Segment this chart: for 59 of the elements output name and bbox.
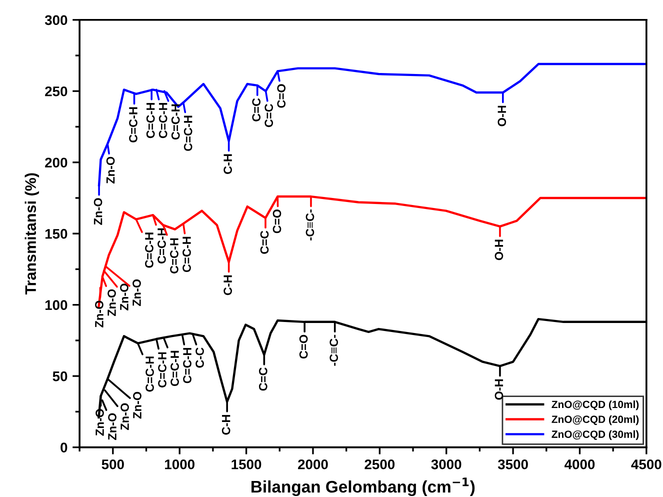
- annotation: Zn-O: [95, 300, 104, 328]
- x-tick-label: 1000: [165, 459, 194, 470]
- annotation: C-H: [224, 154, 232, 174]
- annotation: C=C: [260, 230, 269, 254]
- annotation: C=C-H: [158, 352, 166, 388]
- x-tick-label: 1500: [232, 459, 262, 470]
- annotation: -C≡C-: [330, 334, 338, 366]
- annotation: Zn-O: [108, 413, 116, 440]
- annotation: O-H: [494, 240, 504, 260]
- y-tick-label: 250: [45, 86, 68, 96]
- x-tick-label: 4500: [631, 459, 662, 470]
- x-axis-title: Bilangan Gelombang (cm$^{−1}$): [252, 478, 475, 496]
- annotation: O-H: [498, 106, 506, 126]
- annotation: C=C: [264, 104, 274, 128]
- annotation: C=C-H: [129, 107, 138, 142]
- annotation: C=C-H: [170, 350, 179, 386]
- annotation: C-C: [196, 348, 204, 368]
- annotation: C=C-H: [158, 102, 168, 138]
- x-tick-label: 2500: [364, 459, 395, 470]
- annotation: Zn-O: [106, 156, 115, 184]
- x-tick-label: 3000: [431, 459, 462, 470]
- y-tick-label: 150: [45, 228, 68, 239]
- annotation: C=C-H: [170, 238, 178, 274]
- annotation: C=C-H: [146, 356, 154, 392]
- x-tick-label: 2000: [298, 459, 328, 470]
- x-tick-label: 500: [102, 459, 124, 470]
- annotation: C=O: [299, 334, 308, 359]
- annotation: Zn-O: [108, 289, 116, 316]
- annotation: Zn-O: [94, 198, 102, 225]
- annotation: C-H: [224, 275, 232, 296]
- y-tick-label: 300: [44, 15, 68, 26]
- annotation: C=C-H: [146, 102, 155, 138]
- annotation: C=C-H: [182, 236, 191, 272]
- annotation: O-H: [494, 379, 504, 400]
- y-tick-label: 0: [60, 442, 68, 452]
- y-tick-label: 50: [52, 371, 68, 382]
- annotation: C-H: [222, 415, 230, 435]
- annotation: C=C-H: [145, 232, 154, 268]
- legend-label: ZnO@CQD (10ml): [552, 400, 639, 410]
- annotation: C=C-H: [184, 116, 192, 151]
- annotation: C=O: [272, 210, 282, 234]
- annotation: C=C-H: [171, 104, 180, 140]
- annotation: Zn-O: [120, 284, 128, 310]
- annotation: Zn-O: [133, 392, 142, 419]
- y-tick-label: 100: [45, 300, 68, 310]
- x-tick-label: 4000: [564, 459, 595, 470]
- annotation: -C≡C-: [306, 210, 314, 240]
- annotation: C=O: [277, 84, 286, 108]
- annotation: Zn-O: [132, 279, 141, 306]
- legend-label: ZnO@CQD (30ml): [552, 430, 639, 440]
- annotation: C=C: [252, 98, 261, 122]
- y-axis-title: Transmitansi (%): [24, 173, 40, 295]
- annotation: C=C: [258, 368, 268, 391]
- legend-label: ZnO@CQD (20ml): [552, 415, 639, 426]
- annotation: C=C-H: [183, 348, 192, 384]
- annotation: Zn-O: [120, 403, 129, 430]
- y-tick-label: 200: [45, 158, 68, 168]
- x-tick-label: 3500: [498, 459, 528, 470]
- annotation: C=C-H: [158, 228, 166, 264]
